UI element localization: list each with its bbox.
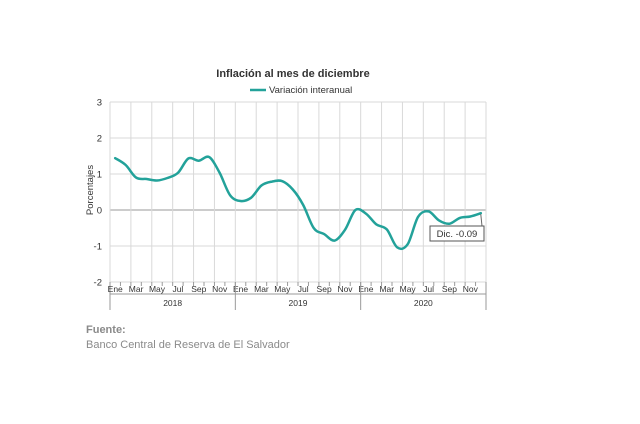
x-tick-label: Mar (254, 284, 269, 294)
x-tick-label: May (149, 284, 166, 294)
annotation-box (429, 225, 485, 242)
data-point (354, 209, 356, 211)
x-tick-label: Jul (172, 284, 183, 294)
y-axis-label: Porcentajes (85, 165, 96, 215)
data-point (438, 219, 440, 221)
legend: Variación interanual (250, 85, 352, 96)
data-point (250, 197, 252, 199)
data-point (229, 194, 231, 196)
x-tick-label: Mar (129, 284, 144, 294)
annotation-group: Dic. -0.09 (429, 214, 485, 242)
grid (109, 101, 487, 283)
y-tick-label: -1 (94, 242, 102, 253)
data-point (417, 216, 419, 218)
y-tick-label: -2 (94, 278, 102, 289)
data-point (239, 200, 241, 202)
x-tick-label: Nov (463, 284, 479, 294)
x-tick-label: Ene (233, 284, 248, 294)
data-point (156, 179, 158, 181)
year-label: 2020 (414, 298, 433, 308)
series-line-variacion-interanual (113, 155, 483, 251)
data-point (292, 188, 294, 190)
data-point (281, 180, 283, 182)
x-tick-label: Nov (337, 284, 353, 294)
data-point (459, 217, 461, 219)
data-point (448, 222, 450, 224)
y-tick-label: 3 (97, 98, 102, 109)
legend-label: Variación interanual (269, 85, 352, 96)
data-point (260, 184, 262, 186)
x-tick-label: Nov (212, 284, 228, 294)
year-label: 2018 (163, 298, 182, 308)
data-point (312, 227, 314, 229)
x-tick-label: Sep (191, 284, 206, 294)
data-point (469, 215, 471, 217)
data-point (218, 172, 220, 174)
x-tick-label: Sep (317, 284, 332, 294)
data-point (145, 178, 147, 180)
data-point (124, 164, 126, 166)
data-point (480, 212, 482, 214)
data-point (365, 212, 367, 214)
x-tick-label: Jul (298, 284, 309, 294)
data-point (344, 229, 346, 231)
y-tick-label: 2 (97, 134, 102, 145)
data-point (166, 177, 168, 179)
data-point (135, 176, 137, 178)
source-text: Banco Central de Reserva de El Salvador (86, 339, 290, 351)
x-tick-label: May (274, 284, 291, 294)
data-point (323, 233, 325, 235)
data-point (396, 246, 398, 248)
series-group (113, 155, 483, 251)
data-point (302, 204, 304, 206)
data-point (198, 159, 200, 161)
x-tick-label: Mar (379, 284, 394, 294)
annotation-leader (480, 214, 483, 227)
y-tick-label: 1 (97, 170, 102, 181)
data-point (114, 157, 116, 159)
axes: 3 2 1 0 -1 -2 Ene Mar May Jul Sep Nov Ene Mar May Jul Se… (94, 98, 487, 310)
source-label: Fuente: (86, 324, 126, 336)
data-point (375, 223, 377, 225)
x-tick-label: Ene (358, 284, 373, 294)
data-point (427, 210, 429, 212)
data-point (208, 156, 210, 158)
data-point (271, 180, 273, 182)
y-tick-label: 0 (97, 206, 102, 217)
chart-title: Inflación al mes de diciembre (216, 68, 369, 80)
x-tick-label: Sep (442, 284, 457, 294)
data-point (406, 243, 408, 245)
annotation-label: Dic. -0.09 (437, 229, 478, 240)
x-tick-label: Ene (108, 284, 123, 294)
source-block: Fuente: Banco Central de Reserva de El S… (86, 323, 290, 353)
year-label: 2019 (289, 298, 308, 308)
data-point (333, 239, 335, 241)
data-point (187, 157, 189, 159)
x-tick-label: Jul (423, 284, 434, 294)
x-tick-label: May (400, 284, 417, 294)
data-point (177, 172, 179, 174)
data-point (386, 228, 388, 230)
